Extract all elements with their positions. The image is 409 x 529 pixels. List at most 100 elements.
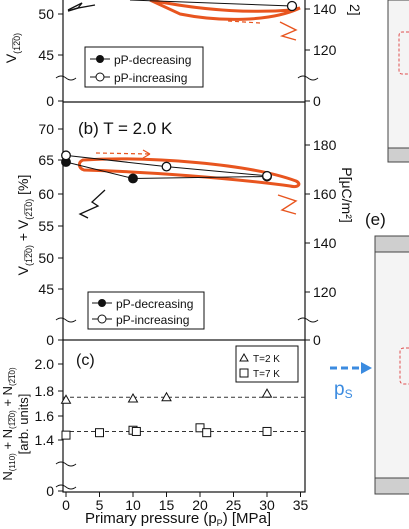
panel-a-hysteresis xyxy=(149,0,301,21)
xtick-label-5: 5 xyxy=(96,497,104,513)
rytick-b-0: 0 xyxy=(313,332,321,348)
legend-a: pP-decreasing pP-increasing xyxy=(84,46,204,88)
legend-b-inc-marker xyxy=(97,314,107,324)
break-b-left xyxy=(55,317,77,323)
panel-b-left-ticks xyxy=(58,128,63,341)
panel-e-fragment: (e) pS xyxy=(330,0,409,495)
panel-c-point-t7-3 xyxy=(131,426,141,436)
ytick-c-1.8: 1.8 xyxy=(35,383,55,399)
break-a-right xyxy=(297,75,319,81)
ytick-b-45: 45 xyxy=(38,281,54,297)
xtick-label-20: 20 xyxy=(192,497,208,513)
rytick-b-180: 180 xyxy=(313,137,337,153)
rytick-b-160: 160 xyxy=(313,186,337,202)
panel-c-points xyxy=(60,388,273,440)
ytick-b-60: 60 xyxy=(38,186,54,202)
legend-a-inc-marker xyxy=(95,72,105,82)
xlabel-c: Primary pressure (pP) [MPa] xyxy=(85,510,271,528)
ytick-b-55: 55 xyxy=(38,218,54,234)
panel-a-decreasing-line xyxy=(129,0,293,7)
panel-e-top-band xyxy=(374,235,409,253)
rytick-b-140: 140 xyxy=(313,235,337,251)
panel-c-xticks: 0 5 10 15 20 25 30 35 xyxy=(62,492,308,513)
panel-b-point-inc-30 xyxy=(262,170,272,181)
panel-b-jag xyxy=(78,189,106,219)
panel-c-point-t2-3 xyxy=(261,388,273,398)
panel-c: (c) 2.0 1.8 1.6 1.4 0 0 5 10 15 20 25 30 35 N(1… xyxy=(0,339,308,528)
ytick-c-1.6: 1.6 xyxy=(35,408,55,424)
xtick-label-35: 35 xyxy=(293,497,309,513)
panel-b-dashed-arrowhead xyxy=(142,149,151,159)
panel-top-right-box xyxy=(387,0,409,163)
panel-b-point-inc-15 xyxy=(161,161,172,172)
ytick-c-2.0: 2.0 xyxy=(35,356,55,372)
panel-b-point-dec-10 xyxy=(128,173,138,184)
panel-c-point-t2-1 xyxy=(127,393,139,403)
panel-a-orange-jag xyxy=(279,21,298,41)
xtick-label-15: 15 xyxy=(159,497,175,513)
legend-a-inc: pP-increasing xyxy=(114,71,187,85)
panel-e-box xyxy=(374,235,409,495)
panel-c-fit-lines xyxy=(63,396,305,432)
legend-b: pP-decreasing pP-increasing xyxy=(87,291,205,330)
break-c-bottom xyxy=(55,484,77,490)
ytick-c-0: 0 xyxy=(46,483,54,499)
ps-label: pS xyxy=(334,379,353,401)
panel-a-jag xyxy=(67,2,96,11)
break-b-right xyxy=(297,317,319,323)
panel-c-point-t2-2 xyxy=(161,391,172,402)
panel-e-bottom-band xyxy=(374,477,409,495)
break-a-left xyxy=(55,75,77,81)
panel-b-dashed-arrow xyxy=(95,152,151,155)
legend-c: T=2 K T=7 K xyxy=(235,345,299,383)
panel-b-title: (b) T = 2.0 K xyxy=(78,119,173,138)
legend-c-t7-marker xyxy=(239,368,249,378)
xtick-label-0: 0 xyxy=(62,497,70,513)
xtick-label-30: 30 xyxy=(259,497,275,513)
panel-c-point-t7-0 xyxy=(61,430,71,440)
panel-b-point-inc-0 xyxy=(61,150,71,161)
panel-a-dashed-arrow xyxy=(227,20,261,24)
ytick-b-0: 0 xyxy=(46,332,54,348)
ytick-a-0: 0 xyxy=(46,93,54,109)
rytick-a-120: 120 xyxy=(313,42,337,58)
ylabel-b: V(1̅2̅0) + V(2̅1̅0) [%] xyxy=(15,175,34,276)
panel-b-right-ticks xyxy=(305,144,310,341)
ylabel-c-top: N(110) + N(1̅2̅0) + N(2̅1̅0) xyxy=(0,367,17,481)
panel-c-point-t2-0 xyxy=(60,394,72,404)
legend-b-dec: pP-decreasing xyxy=(116,297,193,311)
panel-c-point-t7-4 xyxy=(195,423,205,433)
ps-arrowhead xyxy=(361,362,372,374)
panel-c-point-t7-5 xyxy=(202,428,212,438)
legend-b-dec-marker xyxy=(98,299,106,307)
ylabel-b-right: P[μC/m²] xyxy=(339,167,355,223)
panel-b-hysteresis xyxy=(77,157,301,188)
ytick-a-50: 50 xyxy=(38,6,54,22)
legend-c-t2-marker xyxy=(239,352,249,362)
legend-a-dec: pP-decreasing xyxy=(114,53,191,67)
xtick-label-25: 25 xyxy=(226,497,242,513)
panel-c-point-t7-6 xyxy=(262,426,272,436)
rytick-a-140: 140 xyxy=(313,1,337,17)
panel-top-right-dashed xyxy=(398,31,409,75)
ylabel-a: V(1̅2̅0) xyxy=(3,33,22,63)
panel-c-yticks xyxy=(58,363,63,492)
panel-b-orange-jag xyxy=(277,194,298,215)
panel-c-label: (c) xyxy=(76,352,95,369)
panel-e-dashed xyxy=(399,347,409,385)
panel-a: 50 45 0 140 120 0 V(1̅2̅0) 2] pP-decreas… xyxy=(3,0,363,109)
legend-b-inc: pP-increasing xyxy=(116,313,189,327)
panel-top-right-band xyxy=(387,147,409,163)
ytick-c-1.4: 1.4 xyxy=(35,432,55,448)
legend-c-t7: T=7 K xyxy=(253,369,280,380)
legend-a-dec-marker xyxy=(96,55,104,63)
ytick-b-65: 65 xyxy=(38,152,54,168)
ylabel-c-bottom: [arb. units] xyxy=(16,394,31,455)
rytick-b-120: 120 xyxy=(313,284,337,300)
xtick-label-10: 10 xyxy=(125,497,141,513)
panel-b: (b) T = 2.0 K 70 65 60 55 50 45 0 180 16… xyxy=(15,101,355,348)
panel-b-series-points xyxy=(61,150,272,184)
legend-c-t2: T=2 K xyxy=(253,354,280,365)
panel-a-point-inc-30 xyxy=(286,0,298,12)
break-c-left xyxy=(55,461,77,467)
